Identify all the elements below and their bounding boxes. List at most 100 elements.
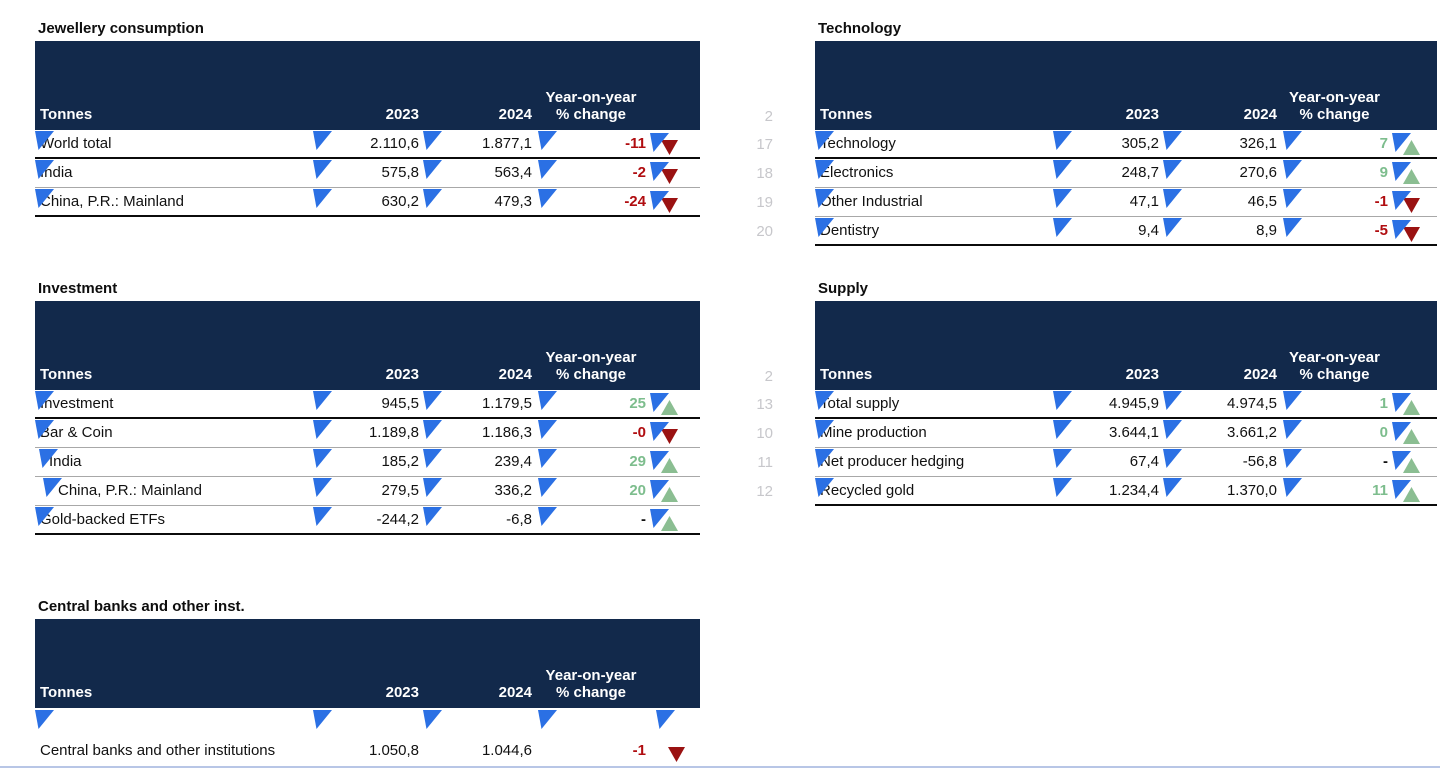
flag-triangle-icon[interactable] — [650, 509, 670, 529]
flag-triangle-icon[interactable] — [538, 391, 558, 411]
flag-triangle-icon[interactable] — [815, 449, 835, 469]
row-number: 18 — [756, 165, 773, 182]
flag-triangle-icon[interactable] — [538, 449, 558, 469]
flag-triangle-icon[interactable] — [538, 131, 558, 151]
row-label-cell: World total — [35, 130, 311, 157]
flag-triangle-icon[interactable] — [1053, 189, 1073, 209]
flag-triangle-icon[interactable] — [313, 420, 333, 440]
flag-triangle-icon[interactable] — [1283, 391, 1303, 411]
flag-triangle-icon[interactable] — [35, 507, 55, 527]
flag-triangle-icon[interactable] — [815, 478, 835, 498]
flag-triangle-icon[interactable] — [1163, 449, 1183, 469]
flag-triangle-icon[interactable] — [35, 391, 55, 411]
flag-triangle-icon[interactable] — [423, 507, 443, 527]
flag-triangle-icon[interactable] — [815, 189, 835, 209]
flag-triangle-icon[interactable] — [423, 131, 443, 151]
flag-triangle-icon[interactable] — [35, 420, 55, 440]
flag-triangle-icon[interactable] — [313, 160, 333, 180]
flag-triangle-icon[interactable] — [313, 189, 333, 209]
flag-triangle-icon[interactable] — [815, 420, 835, 440]
yoy-change-value: -5 — [1374, 222, 1388, 239]
flag-triangle-icon[interactable] — [538, 420, 558, 440]
flag-triangle-icon[interactable] — [1163, 160, 1183, 180]
flag-triangle-icon[interactable] — [1392, 162, 1412, 182]
flag-triangle-icon[interactable] — [313, 507, 333, 527]
flag-triangle-icon[interactable] — [423, 160, 443, 180]
flag-triangle-icon[interactable] — [1163, 131, 1183, 151]
column-header-yoy-change: Year-on-year % change — [1289, 349, 1380, 383]
flag-triangle-icon[interactable] — [1053, 160, 1073, 180]
yoy-change-cell: - — [534, 506, 648, 533]
flag-triangle-icon[interactable] — [538, 478, 558, 498]
flag-triangle-icon[interactable] — [35, 189, 55, 209]
flag-triangle-icon[interactable] — [650, 133, 670, 153]
flag-triangle-icon[interactable] — [313, 449, 333, 469]
flag-triangle-icon[interactable] — [815, 160, 835, 180]
row-label-cell: Mine production — [815, 419, 1051, 447]
flag-triangle-icon[interactable] — [815, 218, 835, 238]
trend-down-icon — [661, 137, 678, 164]
flag-triangle-icon[interactable] — [1392, 133, 1412, 153]
flag-triangle-icon[interactable] — [1283, 189, 1303, 209]
flag-triangle-icon[interactable] — [423, 449, 443, 469]
flag-triangle-icon[interactable] — [650, 451, 670, 471]
flag-triangle-icon[interactable] — [1163, 478, 1183, 498]
flag-triangle-icon[interactable] — [313, 391, 333, 411]
flag-triangle-icon[interactable] — [1392, 393, 1412, 413]
flag-triangle-icon[interactable] — [1163, 391, 1183, 411]
flag-triangle-icon[interactable] — [815, 391, 835, 411]
flag-triangle-icon[interactable] — [43, 478, 63, 498]
flag-triangle-icon[interactable] — [650, 422, 670, 442]
flag-triangle-icon[interactable] — [1392, 422, 1412, 442]
row-number: 13 — [756, 396, 773, 413]
value-2024-cell: 563,4 — [421, 159, 534, 187]
flag-triangle-icon[interactable] — [1053, 420, 1073, 440]
flag-triangle-icon[interactable] — [1163, 218, 1183, 238]
flag-triangle-icon[interactable] — [1392, 480, 1412, 500]
flag-triangle-icon[interactable] — [35, 160, 55, 180]
flag-triangle-icon[interactable] — [1392, 191, 1412, 211]
flag-triangle-icon[interactable] — [1053, 218, 1073, 238]
flag-triangle-icon[interactable] — [1283, 131, 1303, 151]
flag-triangle-icon[interactable] — [1392, 220, 1412, 240]
flag-triangle-icon[interactable] — [1053, 449, 1073, 469]
yoy-change-value: -1 — [1374, 193, 1388, 210]
flag-triangle-icon[interactable] — [815, 131, 835, 151]
flag-triangle-icon[interactable] — [1283, 449, 1303, 469]
row-label-cell: Bar & Coin — [35, 419, 311, 447]
flag-triangle-icon[interactable] — [1283, 160, 1303, 180]
flag-triangle-icon[interactable] — [650, 480, 670, 500]
flag-triangle-icon[interactable] — [650, 393, 670, 413]
flag-triangle-icon[interactable] — [1283, 420, 1303, 440]
flag-triangle-icon[interactable] — [1392, 451, 1412, 471]
flag-triangle-icon[interactable] — [538, 189, 558, 209]
flag-triangle-icon[interactable] — [313, 710, 333, 730]
trend-icon-cell — [648, 188, 700, 215]
flag-triangle-icon[interactable] — [313, 478, 333, 498]
flag-triangle-icon[interactable] — [656, 710, 676, 730]
flag-triangle-icon[interactable] — [35, 710, 55, 730]
flag-triangle-icon[interactable] — [423, 710, 443, 730]
flag-triangle-icon[interactable] — [423, 189, 443, 209]
flag-triangle-icon[interactable] — [1053, 131, 1073, 151]
flag-triangle-icon[interactable] — [1163, 189, 1183, 209]
flag-triangle-icon[interactable] — [1053, 478, 1073, 498]
flag-triangle-icon[interactable] — [423, 391, 443, 411]
flag-triangle-icon[interactable] — [538, 507, 558, 527]
flag-triangle-icon[interactable] — [1163, 420, 1183, 440]
flag-triangle-icon[interactable] — [538, 710, 558, 730]
flag-triangle-icon[interactable] — [39, 449, 59, 469]
flag-triangle-icon[interactable] — [1283, 218, 1303, 238]
flag-triangle-icon[interactable] — [35, 131, 55, 151]
row-label-cell: Dentistry — [815, 217, 1051, 244]
flag-triangle-icon[interactable] — [538, 160, 558, 180]
flag-triangle-icon[interactable] — [423, 420, 443, 440]
row-label-cell: China, P.R.: Mainland — [35, 188, 311, 215]
flag-triangle-icon[interactable] — [423, 478, 443, 498]
flag-triangle-icon[interactable] — [650, 162, 670, 182]
flag-triangle-icon[interactable] — [1053, 391, 1073, 411]
flag-triangle-icon[interactable] — [650, 191, 670, 211]
yoy-change-value: -1 — [632, 742, 646, 759]
flag-triangle-icon[interactable] — [1283, 478, 1303, 498]
flag-triangle-icon[interactable] — [313, 131, 333, 151]
